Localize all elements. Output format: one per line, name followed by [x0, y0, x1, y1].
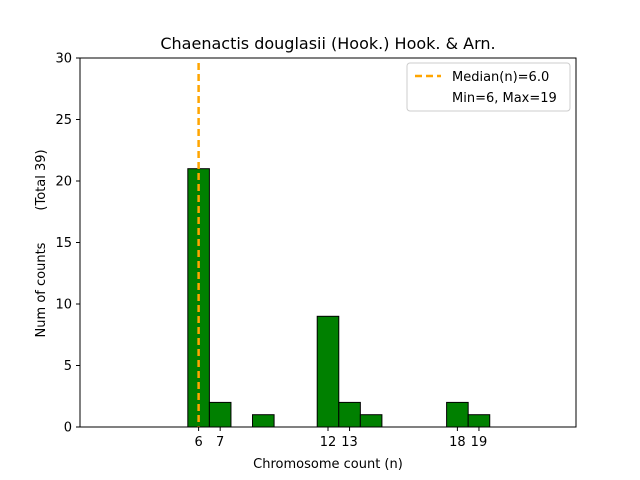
- y-tick-label-0: 0: [64, 421, 72, 436]
- y-axis-total-label: (Total 39): [34, 149, 49, 210]
- y-axis-label: Num of counts: [34, 242, 49, 337]
- x-tick-label-6: 6: [194, 435, 202, 450]
- x-axis: 6 7 12 13 18 19: [194, 427, 487, 450]
- legend-median-label: Median(n)=6.0: [452, 70, 549, 85]
- x-axis-label: Chromosome count (n): [253, 457, 403, 472]
- y-tick-label-10: 10: [55, 298, 72, 313]
- x-tick-label-12: 12: [320, 435, 337, 450]
- x-tick-label-7: 7: [216, 435, 224, 450]
- legend: Median(n)=6.0 Min=6, Max=19: [406, 62, 571, 112]
- bar-18: [446, 401, 469, 428]
- bar-19: [467, 414, 491, 428]
- x-tick-label-19: 19: [471, 435, 488, 450]
- y-tick-label-5: 5: [64, 359, 72, 374]
- legend-min-max-label: Min=6, Max=19: [452, 91, 557, 106]
- bar-13: [338, 401, 361, 428]
- bar-9: [252, 414, 275, 428]
- chart-title: Chaenactis douglasii (Hook.) Hook. & Arn…: [160, 34, 495, 53]
- y-tick-label-25: 25: [55, 113, 72, 128]
- legend-box: [406, 62, 571, 112]
- y-axis: 0 5 10 15 20 25 30: [55, 52, 80, 436]
- bar-12: [316, 315, 340, 428]
- bar-7: [208, 401, 232, 428]
- x-tick-label-13: 13: [341, 435, 358, 450]
- x-tick-label-18: 18: [449, 435, 466, 450]
- y-tick-label-30: 30: [55, 52, 72, 67]
- bar-14: [359, 414, 383, 428]
- y-tick-label-15: 15: [55, 236, 72, 251]
- y-tick-label-20: 20: [55, 175, 72, 190]
